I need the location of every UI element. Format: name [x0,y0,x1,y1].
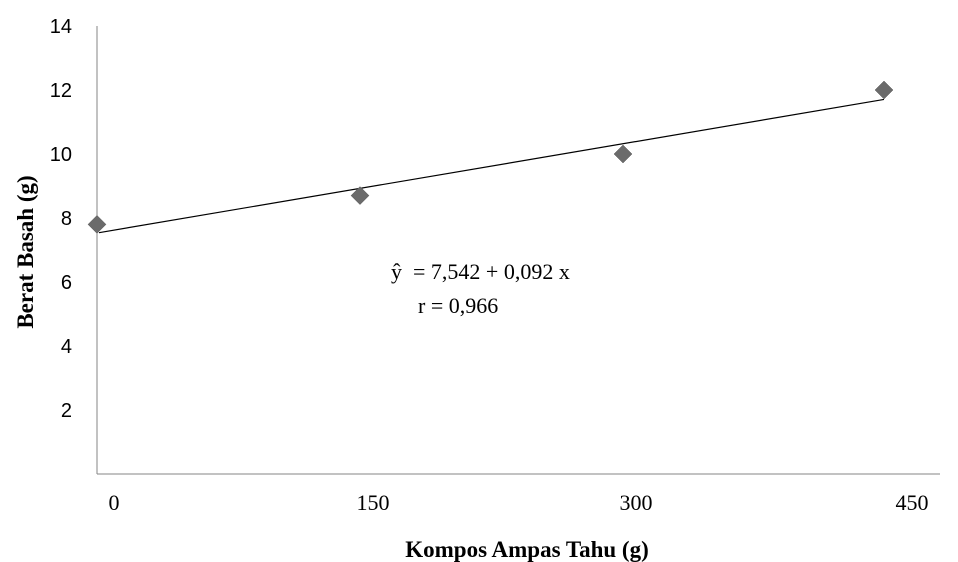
x-axis-title: Kompos Ampas Tahu (g) [405,537,649,562]
x-tick-label: 300 [620,490,653,515]
trendline [98,98,885,234]
y-tick-label: 14 [50,16,72,38]
y-tick-label: 10 [50,144,72,166]
axes [96,26,940,475]
regression-equation: ŷ = 7,542 + 0,092 x [391,259,570,284]
data-points [87,80,894,234]
y-tick-label: 12 [50,80,72,102]
x-tick-label: 150 [357,490,390,515]
y-tick-label: 2 [61,400,72,422]
y-tick-label: 6 [61,272,72,294]
trendline-layer [98,98,885,234]
x-tick-label: 0 [109,490,120,515]
y-tick-label: 4 [61,336,72,358]
y-tick-labels: 2 4 6 8 10 12 14 [50,16,72,422]
correlation-coefficient: r = 0,966 [418,293,498,318]
x-tick-labels: 0 150 300 450 [109,490,929,515]
x-tick-label: 450 [896,490,929,515]
data-point [87,215,107,234]
data-point [613,144,633,164]
data-point [350,186,370,205]
y-tick-label: 8 [61,208,72,230]
y-axis-title: Berat Basah (g) [13,175,38,328]
data-point [874,80,894,100]
